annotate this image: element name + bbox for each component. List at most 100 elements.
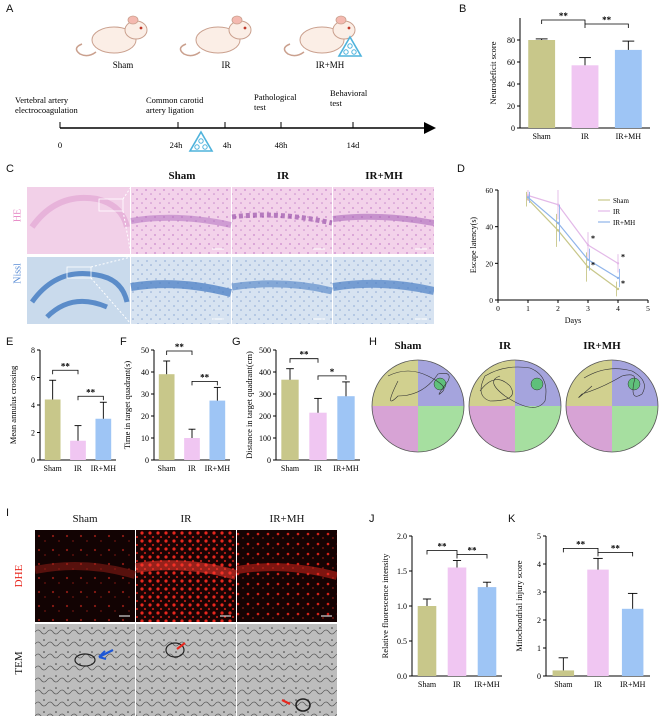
maze-irmh xyxy=(565,359,659,453)
series-line-sham xyxy=(527,198,619,290)
y-tick-label: 100 xyxy=(259,434,271,443)
significance-bracket xyxy=(289,358,319,363)
y-tick-label: 0.5 xyxy=(397,637,407,646)
he-ir-image xyxy=(232,187,332,254)
dhe-sham-image xyxy=(35,530,135,622)
water-maze-plots xyxy=(371,359,659,453)
bar-ir xyxy=(587,569,609,676)
y-axis-label: Time in target quadrant(s) xyxy=(122,361,132,450)
group-label-irmh: IR+MH xyxy=(316,60,345,70)
x-tick-label: IR xyxy=(453,680,462,689)
bar-sham xyxy=(281,379,299,460)
i-column-label-irmh: IR+MH xyxy=(269,513,305,525)
significance-marker: ** xyxy=(559,11,569,21)
data-point xyxy=(556,221,560,225)
significance-bracket xyxy=(77,395,104,401)
significance-marker: ** xyxy=(602,15,612,25)
significance-bracket xyxy=(584,23,629,28)
rat-icon-irmh xyxy=(283,15,356,57)
x-tick-label: IR+MH xyxy=(333,464,359,473)
panel-label-e: E xyxy=(6,336,14,348)
x-tick-label: Sham xyxy=(158,464,177,473)
significance-marker: * xyxy=(330,367,335,377)
significance-bracket xyxy=(456,554,488,559)
y-tick-label: 6 xyxy=(31,374,35,383)
bar-sham xyxy=(44,399,61,460)
group-label-ir: IR xyxy=(222,60,231,70)
series-line-irmh xyxy=(527,196,619,279)
x-tick-label: Sham xyxy=(281,464,300,473)
bar-irmh xyxy=(95,418,112,460)
y-tick-label: 10 xyxy=(141,434,149,443)
y-tick-label: 1 xyxy=(537,644,541,653)
rat-icon-ir xyxy=(179,15,252,57)
data-point xyxy=(586,258,590,261)
significance-bracket xyxy=(166,350,193,355)
chart-neurodeficit: 0 20 40 60 80 Neurodeficit score Sham IR IR+MH **… xyxy=(488,11,650,141)
x-tick-label: 4 xyxy=(616,304,620,313)
timeline-tick-48h: 48h xyxy=(275,140,289,150)
bar-sham xyxy=(528,40,556,128)
y-tick-label: 80 xyxy=(507,36,515,45)
y-tick-label: 0 xyxy=(31,456,35,465)
significance-bracket xyxy=(597,552,634,557)
chart-mito-injury: 0 1 2 3 4 5 Mitochondrial injury score Sham IR IR… xyxy=(514,532,650,689)
y-tick-label: 0 xyxy=(489,296,493,305)
significance-marker: ** xyxy=(468,546,478,556)
legend-label: Sham xyxy=(613,197,630,205)
significance-marker: * xyxy=(621,252,625,261)
data-point xyxy=(586,265,590,269)
data-point xyxy=(616,287,620,291)
data-point xyxy=(556,229,560,232)
significance-marker: ** xyxy=(576,539,586,549)
y-tick-label: 40 xyxy=(507,80,515,89)
tem-ir-image xyxy=(136,624,236,716)
chart-fluorescence: 0.0 0.5 1.0 1.5 2.0 Relative fluorescence int… xyxy=(380,532,502,689)
y-tick-label: 2 xyxy=(31,429,35,438)
x-tick-label: Sham xyxy=(554,680,573,689)
chart-time-quadrant: 0 10 20 30 40 50 Time in target quadrant(s) Sha… xyxy=(122,342,230,473)
y-tick-label: 5 xyxy=(537,532,541,541)
panel-label-d: D xyxy=(457,163,465,175)
significance-marker: ** xyxy=(438,542,448,552)
tem-sham-image xyxy=(35,624,135,716)
panel-label-c: C xyxy=(6,163,14,175)
bar-sham xyxy=(552,670,575,676)
i-column-label-ir: IR xyxy=(180,513,192,525)
series-line-ir xyxy=(527,194,619,264)
chart-annulus: 0 2 4 6 8 Mean annulus crossing Sham IR IR+MH ** *… xyxy=(8,346,116,473)
maze-label-sham: Sham xyxy=(394,340,422,352)
x-tick-label: IR xyxy=(74,464,83,473)
bar-ir xyxy=(70,440,86,460)
y-axis-label: Relative fluorescence intensity xyxy=(380,553,390,659)
data-point xyxy=(526,196,530,199)
significance-marker: ** xyxy=(61,361,71,371)
row-label-tem: TEM xyxy=(13,651,25,675)
row-label-he: HE xyxy=(12,208,24,223)
data-point xyxy=(616,262,620,265)
y-tick-label: 400 xyxy=(259,368,271,377)
data-point xyxy=(556,203,560,206)
tem-irmh-image xyxy=(237,624,337,716)
bar-ir xyxy=(447,567,467,676)
bar-irmh xyxy=(614,49,642,128)
hydrogen-molecule-icon-timeline xyxy=(188,130,214,152)
red-arrow-icon xyxy=(176,642,186,650)
chart-escape-latency: 0 1 2 3 4 5 0 20 40 60 Days Escape latency(s) Sham IR… xyxy=(469,186,650,325)
bar-irmh xyxy=(621,608,644,676)
panel-label-g: G xyxy=(232,336,241,348)
x-tick-label: Sham xyxy=(418,680,437,689)
bar-irmh xyxy=(209,400,226,460)
y-tick-label: 0 xyxy=(267,456,271,465)
y-tick-label: 0 xyxy=(511,124,515,133)
y-tick-label: 20 xyxy=(507,102,515,111)
bar-ir xyxy=(571,65,599,128)
significance-marker: * xyxy=(591,234,595,243)
column-label-ir: IR xyxy=(276,170,290,182)
significance-marker: ** xyxy=(86,387,96,397)
rat-icon-sham xyxy=(75,15,148,57)
x-axis-label: Days xyxy=(565,316,581,325)
column-label-sham: Sham xyxy=(168,170,196,182)
y-axis-label: Mean annulus crossing xyxy=(8,365,18,444)
significance-marker: * xyxy=(591,261,595,270)
